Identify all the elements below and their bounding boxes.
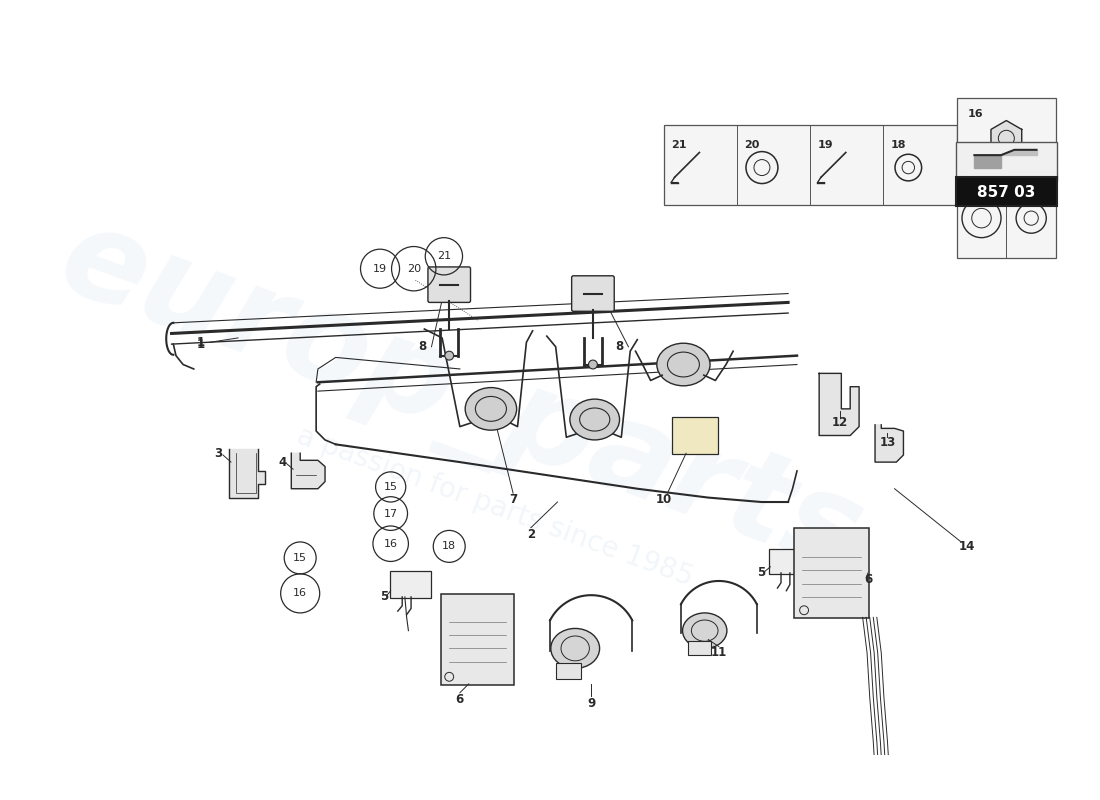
Polygon shape (991, 121, 1022, 156)
Text: 16: 16 (384, 538, 398, 549)
Text: a passion for parts since 1985: a passion for parts since 1985 (294, 422, 697, 591)
Circle shape (588, 360, 597, 369)
Text: 20: 20 (745, 139, 760, 150)
Text: 19: 19 (373, 264, 387, 274)
FancyBboxPatch shape (672, 417, 718, 454)
Text: 6: 6 (864, 573, 872, 586)
Text: 7: 7 (509, 493, 517, 506)
FancyBboxPatch shape (770, 549, 808, 574)
Text: 1: 1 (197, 336, 205, 349)
Text: 20: 20 (407, 264, 421, 274)
Polygon shape (820, 374, 859, 435)
Text: 8: 8 (615, 340, 624, 354)
Polygon shape (876, 425, 903, 462)
FancyBboxPatch shape (794, 528, 869, 618)
Text: 14: 14 (959, 540, 976, 553)
Ellipse shape (570, 399, 619, 440)
Text: 3: 3 (214, 446, 222, 460)
FancyBboxPatch shape (441, 594, 514, 685)
Polygon shape (292, 454, 324, 489)
Bar (957, 98, 1056, 258)
Text: 8: 8 (418, 340, 427, 354)
Ellipse shape (551, 629, 600, 668)
Text: 13: 13 (879, 436, 895, 449)
Text: 10: 10 (656, 493, 672, 506)
Text: 2: 2 (527, 528, 535, 542)
Text: 15: 15 (294, 553, 307, 563)
Text: 12: 12 (832, 416, 848, 429)
Text: 11: 11 (711, 646, 727, 659)
Text: 15: 15 (1011, 189, 1026, 199)
Text: 21: 21 (437, 251, 451, 262)
Bar (688, 642, 711, 655)
Polygon shape (975, 155, 1001, 167)
Ellipse shape (682, 613, 727, 649)
FancyBboxPatch shape (956, 178, 1057, 206)
Text: 19: 19 (817, 139, 833, 150)
Text: 1: 1 (197, 338, 205, 351)
Text: 16: 16 (294, 588, 307, 598)
Text: 18: 18 (442, 542, 456, 551)
Text: 857 03: 857 03 (977, 185, 1035, 200)
Polygon shape (1001, 150, 1036, 155)
Text: 5: 5 (381, 590, 388, 603)
Circle shape (444, 351, 453, 360)
FancyBboxPatch shape (389, 571, 431, 598)
Text: 15: 15 (384, 482, 398, 492)
Text: 16: 16 (967, 109, 983, 119)
Ellipse shape (657, 343, 710, 386)
Text: 17: 17 (961, 189, 977, 199)
Text: 6: 6 (455, 694, 464, 706)
FancyBboxPatch shape (428, 267, 471, 302)
Text: 17: 17 (384, 509, 398, 518)
Bar (664, 125, 957, 205)
Text: 5: 5 (758, 566, 766, 579)
Text: 4: 4 (278, 456, 287, 469)
Text: 18: 18 (891, 139, 906, 150)
Text: 9: 9 (587, 697, 595, 710)
FancyBboxPatch shape (572, 276, 614, 311)
Polygon shape (229, 449, 265, 498)
Bar (556, 662, 581, 678)
FancyBboxPatch shape (956, 142, 1057, 181)
Ellipse shape (465, 387, 517, 430)
Text: 21: 21 (671, 139, 686, 150)
Text: europ_parts: europ_parts (43, 199, 877, 601)
